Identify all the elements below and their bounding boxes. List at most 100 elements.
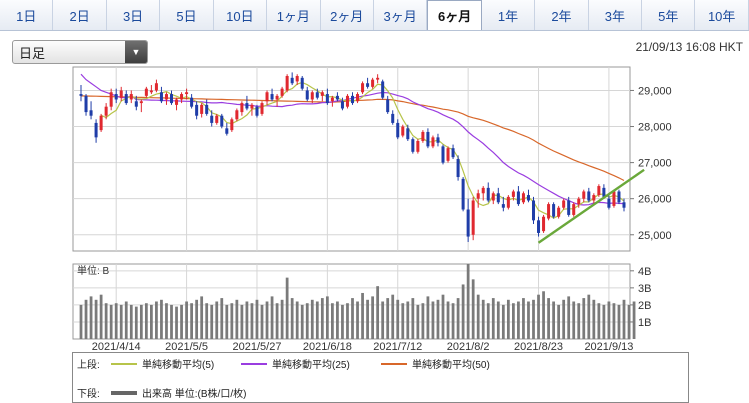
volume-bar xyxy=(346,303,349,339)
tab-10[interactable]: 2年 xyxy=(535,0,589,30)
tab-4[interactable]: 10日 xyxy=(213,0,268,30)
tab-5[interactable]: 1ヶ月 xyxy=(267,0,321,30)
volume-bar xyxy=(119,304,123,339)
volume-bar xyxy=(165,303,168,339)
volume-bar xyxy=(240,304,244,339)
tab-2[interactable]: 3日 xyxy=(106,0,161,30)
volume-bar xyxy=(522,298,525,339)
volume-bar xyxy=(617,304,621,339)
tab-13[interactable]: 10年 xyxy=(695,0,749,30)
tab-9[interactable]: 1年 xyxy=(481,0,536,30)
volume-bar xyxy=(200,296,204,339)
candle-body xyxy=(446,148,450,161)
trend-line xyxy=(537,168,645,244)
tab-3[interactable]: 5日 xyxy=(160,0,214,30)
volume-bar xyxy=(376,286,380,339)
volume-bar xyxy=(612,303,616,339)
tab-8[interactable]: 6ヶ月 xyxy=(427,0,482,30)
volume-tick-label: 3B xyxy=(638,283,651,295)
candle-body xyxy=(315,92,319,98)
volume-bar xyxy=(79,304,83,339)
legend-ma25-label: 単純移動平均(25) xyxy=(272,360,350,371)
ma5-line xyxy=(100,81,625,219)
volume-bar xyxy=(547,298,550,339)
candle-body xyxy=(185,92,189,95)
volume-bar xyxy=(230,303,234,339)
volume-bar xyxy=(592,299,596,339)
candle-body xyxy=(516,191,520,205)
volume-bar xyxy=(320,298,324,339)
volume-bar xyxy=(195,299,199,339)
candle-body xyxy=(597,186,601,196)
volume-bar xyxy=(180,304,183,339)
candle-body xyxy=(521,193,525,203)
volume-bar xyxy=(562,299,566,339)
volume-tick-label: 2B xyxy=(638,300,651,312)
candle-type-value: 日足 xyxy=(19,45,46,61)
candle-body xyxy=(175,99,179,105)
candle-body xyxy=(531,200,536,221)
candle-body xyxy=(139,101,143,104)
candle-body xyxy=(345,95,349,107)
candle-body xyxy=(350,95,355,104)
volume-bar xyxy=(607,301,611,339)
volume-bar xyxy=(155,301,158,339)
volume-bar xyxy=(89,296,93,339)
volume-bar xyxy=(255,299,259,339)
candle-body xyxy=(491,193,495,201)
volume-bar xyxy=(356,301,359,339)
candle-body xyxy=(486,187,490,201)
tab-11[interactable]: 3年 xyxy=(588,0,643,30)
candle-body xyxy=(290,77,294,84)
volume-bar xyxy=(396,299,400,339)
tab-6[interactable]: 2ヶ月 xyxy=(320,0,374,30)
candle-type-select[interactable]: 日足 ▼ xyxy=(12,40,148,64)
candle-body xyxy=(511,191,515,197)
candle-body xyxy=(577,198,581,205)
candle-body xyxy=(537,220,541,233)
candle-body xyxy=(255,106,259,116)
tab-1[interactable]: 2日 xyxy=(53,0,107,30)
candle-body xyxy=(431,137,435,147)
tab-0[interactable]: 1日 xyxy=(0,0,54,30)
candle-body xyxy=(230,119,234,131)
volume-bar xyxy=(476,294,480,339)
volume-bar xyxy=(622,299,626,339)
update-timestamp: 21/09/13 16:08 HKT xyxy=(635,40,743,54)
legend-volume-label: 出来高 単位:(B株/口/枚) xyxy=(142,389,247,400)
candle-body xyxy=(557,207,561,217)
tab-7[interactable]: 3ヶ月 xyxy=(373,0,428,30)
volume-bar xyxy=(280,299,284,339)
price-tick-label: 27,000 xyxy=(638,158,672,170)
chevron-down-icon[interactable]: ▼ xyxy=(125,41,147,63)
volume-bar xyxy=(557,304,561,339)
volume-bar xyxy=(632,301,636,339)
volume-unit-label: 単位: B xyxy=(77,264,110,277)
candle-body xyxy=(154,83,158,91)
candle-body xyxy=(481,187,485,194)
volume-bar xyxy=(602,304,606,339)
volume-bar xyxy=(260,304,264,339)
candle-body xyxy=(325,94,329,104)
volume-bar xyxy=(245,301,249,339)
candle-body xyxy=(461,178,465,210)
legend-ma50-label: 単純移動平均(50) xyxy=(412,360,490,371)
candle-body xyxy=(567,200,571,215)
candle-body xyxy=(89,110,93,116)
volume-bar xyxy=(351,298,354,339)
candle-body xyxy=(215,115,219,123)
volume-bar xyxy=(270,296,274,339)
candle-body xyxy=(190,97,194,107)
volume-bar xyxy=(421,303,425,339)
price-tick-label: 26,000 xyxy=(638,194,672,206)
period-tabs: 1日 2日 3日 5日 10日 1ヶ月 2ヶ月 3ヶ月 6ヶ月 1年 2年 3年 5年 10年 xyxy=(0,0,749,31)
candle-body xyxy=(210,115,214,123)
tab-12[interactable]: 5年 xyxy=(642,0,696,30)
volume-bar xyxy=(144,303,148,339)
candle-body xyxy=(526,195,530,201)
volume-bar xyxy=(84,299,88,339)
volume-bar xyxy=(627,304,631,339)
candle-body xyxy=(124,94,128,104)
x-tick-label: 2021/4/14 xyxy=(92,341,141,352)
candle-body xyxy=(361,83,365,93)
